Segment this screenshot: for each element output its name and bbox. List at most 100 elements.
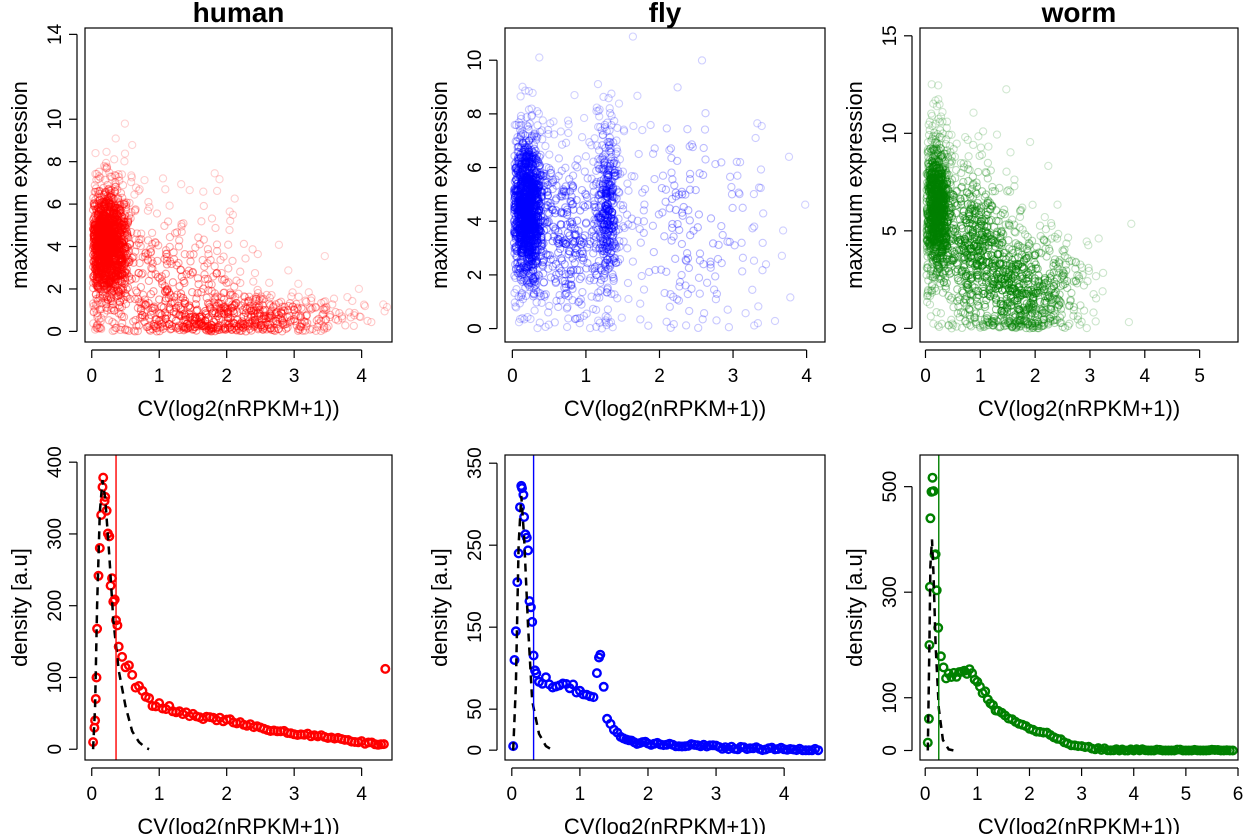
data-point <box>587 227 596 236</box>
data-point <box>941 139 951 149</box>
data-point <box>691 185 700 195</box>
data-point <box>117 323 126 332</box>
data-point <box>168 278 178 287</box>
data-point <box>988 318 997 327</box>
data-point <box>925 117 934 126</box>
data-point <box>516 259 525 268</box>
data-point <box>513 133 522 142</box>
data-point <box>530 274 539 283</box>
data-point <box>99 183 108 193</box>
data-point <box>548 184 557 194</box>
data-point <box>992 130 1002 139</box>
data-point <box>516 292 526 301</box>
data-point <box>108 300 118 309</box>
data-point <box>595 293 604 302</box>
data-point <box>661 197 670 206</box>
data-point <box>605 126 614 135</box>
data-point <box>311 303 320 312</box>
data-point <box>685 306 694 316</box>
data-point <box>548 237 557 246</box>
data-point <box>102 147 111 157</box>
data-point <box>701 155 710 164</box>
data-point <box>134 268 143 278</box>
data-point <box>219 295 229 304</box>
data-point <box>563 207 572 217</box>
data-point <box>153 272 163 282</box>
data-point <box>976 323 985 332</box>
data-point <box>294 311 303 321</box>
data-point <box>988 187 997 196</box>
data-point <box>172 228 182 237</box>
data-point <box>577 272 586 281</box>
data-point <box>658 171 668 180</box>
data-point <box>277 327 287 336</box>
data-point <box>321 315 330 325</box>
data-point <box>518 138 527 147</box>
data-point <box>566 281 576 290</box>
data-point <box>300 317 310 326</box>
data-point <box>579 238 589 248</box>
data-point <box>603 230 612 239</box>
data-point <box>510 159 519 169</box>
data-point <box>670 181 679 190</box>
data-point <box>549 232 558 241</box>
data-point <box>608 227 618 236</box>
data-point <box>127 173 136 182</box>
data-point <box>111 323 120 333</box>
data-point <box>550 274 559 284</box>
data-point <box>591 207 600 216</box>
data-point <box>1034 321 1043 330</box>
data-point <box>603 161 612 171</box>
data-point <box>601 191 611 201</box>
data-point <box>94 174 103 184</box>
data-point <box>274 314 283 323</box>
data-point <box>927 286 937 295</box>
data-point <box>604 170 613 179</box>
data-point <box>969 140 978 150</box>
data-point <box>628 257 638 266</box>
data-point <box>100 161 109 171</box>
data-point <box>694 210 704 219</box>
data-point <box>115 298 125 307</box>
data-point <box>589 231 598 241</box>
data-point <box>753 119 762 128</box>
data-point <box>91 184 101 193</box>
data-point <box>280 302 289 311</box>
data-point <box>531 280 541 289</box>
data-point <box>1008 323 1017 332</box>
data-point <box>147 270 156 279</box>
data-point <box>563 238 572 247</box>
data-point <box>283 306 293 315</box>
data-point <box>601 234 610 243</box>
data-point <box>161 287 170 297</box>
data-point <box>521 283 530 292</box>
data-point <box>161 269 170 278</box>
data-point <box>312 316 321 325</box>
data-point <box>570 230 579 239</box>
data-point <box>518 139 527 148</box>
data-point <box>931 143 940 152</box>
data-point <box>923 158 933 167</box>
data-point <box>114 289 123 298</box>
data-point <box>622 210 632 219</box>
data-point <box>517 290 526 300</box>
data-point <box>563 302 572 312</box>
data-point <box>614 214 623 223</box>
data-point <box>92 200 101 209</box>
data-point <box>687 284 696 293</box>
data-point <box>601 239 611 248</box>
data-point <box>321 314 331 324</box>
data-point <box>253 285 262 295</box>
data-point <box>600 165 609 174</box>
data-point <box>602 247 612 256</box>
data-point <box>561 239 570 249</box>
data-point <box>749 189 759 199</box>
data-point <box>516 92 525 101</box>
data-point <box>322 305 331 315</box>
data-point <box>962 319 972 328</box>
data-point <box>197 312 206 321</box>
data-point <box>524 276 533 285</box>
data-point <box>232 298 241 308</box>
data-point <box>923 138 933 147</box>
